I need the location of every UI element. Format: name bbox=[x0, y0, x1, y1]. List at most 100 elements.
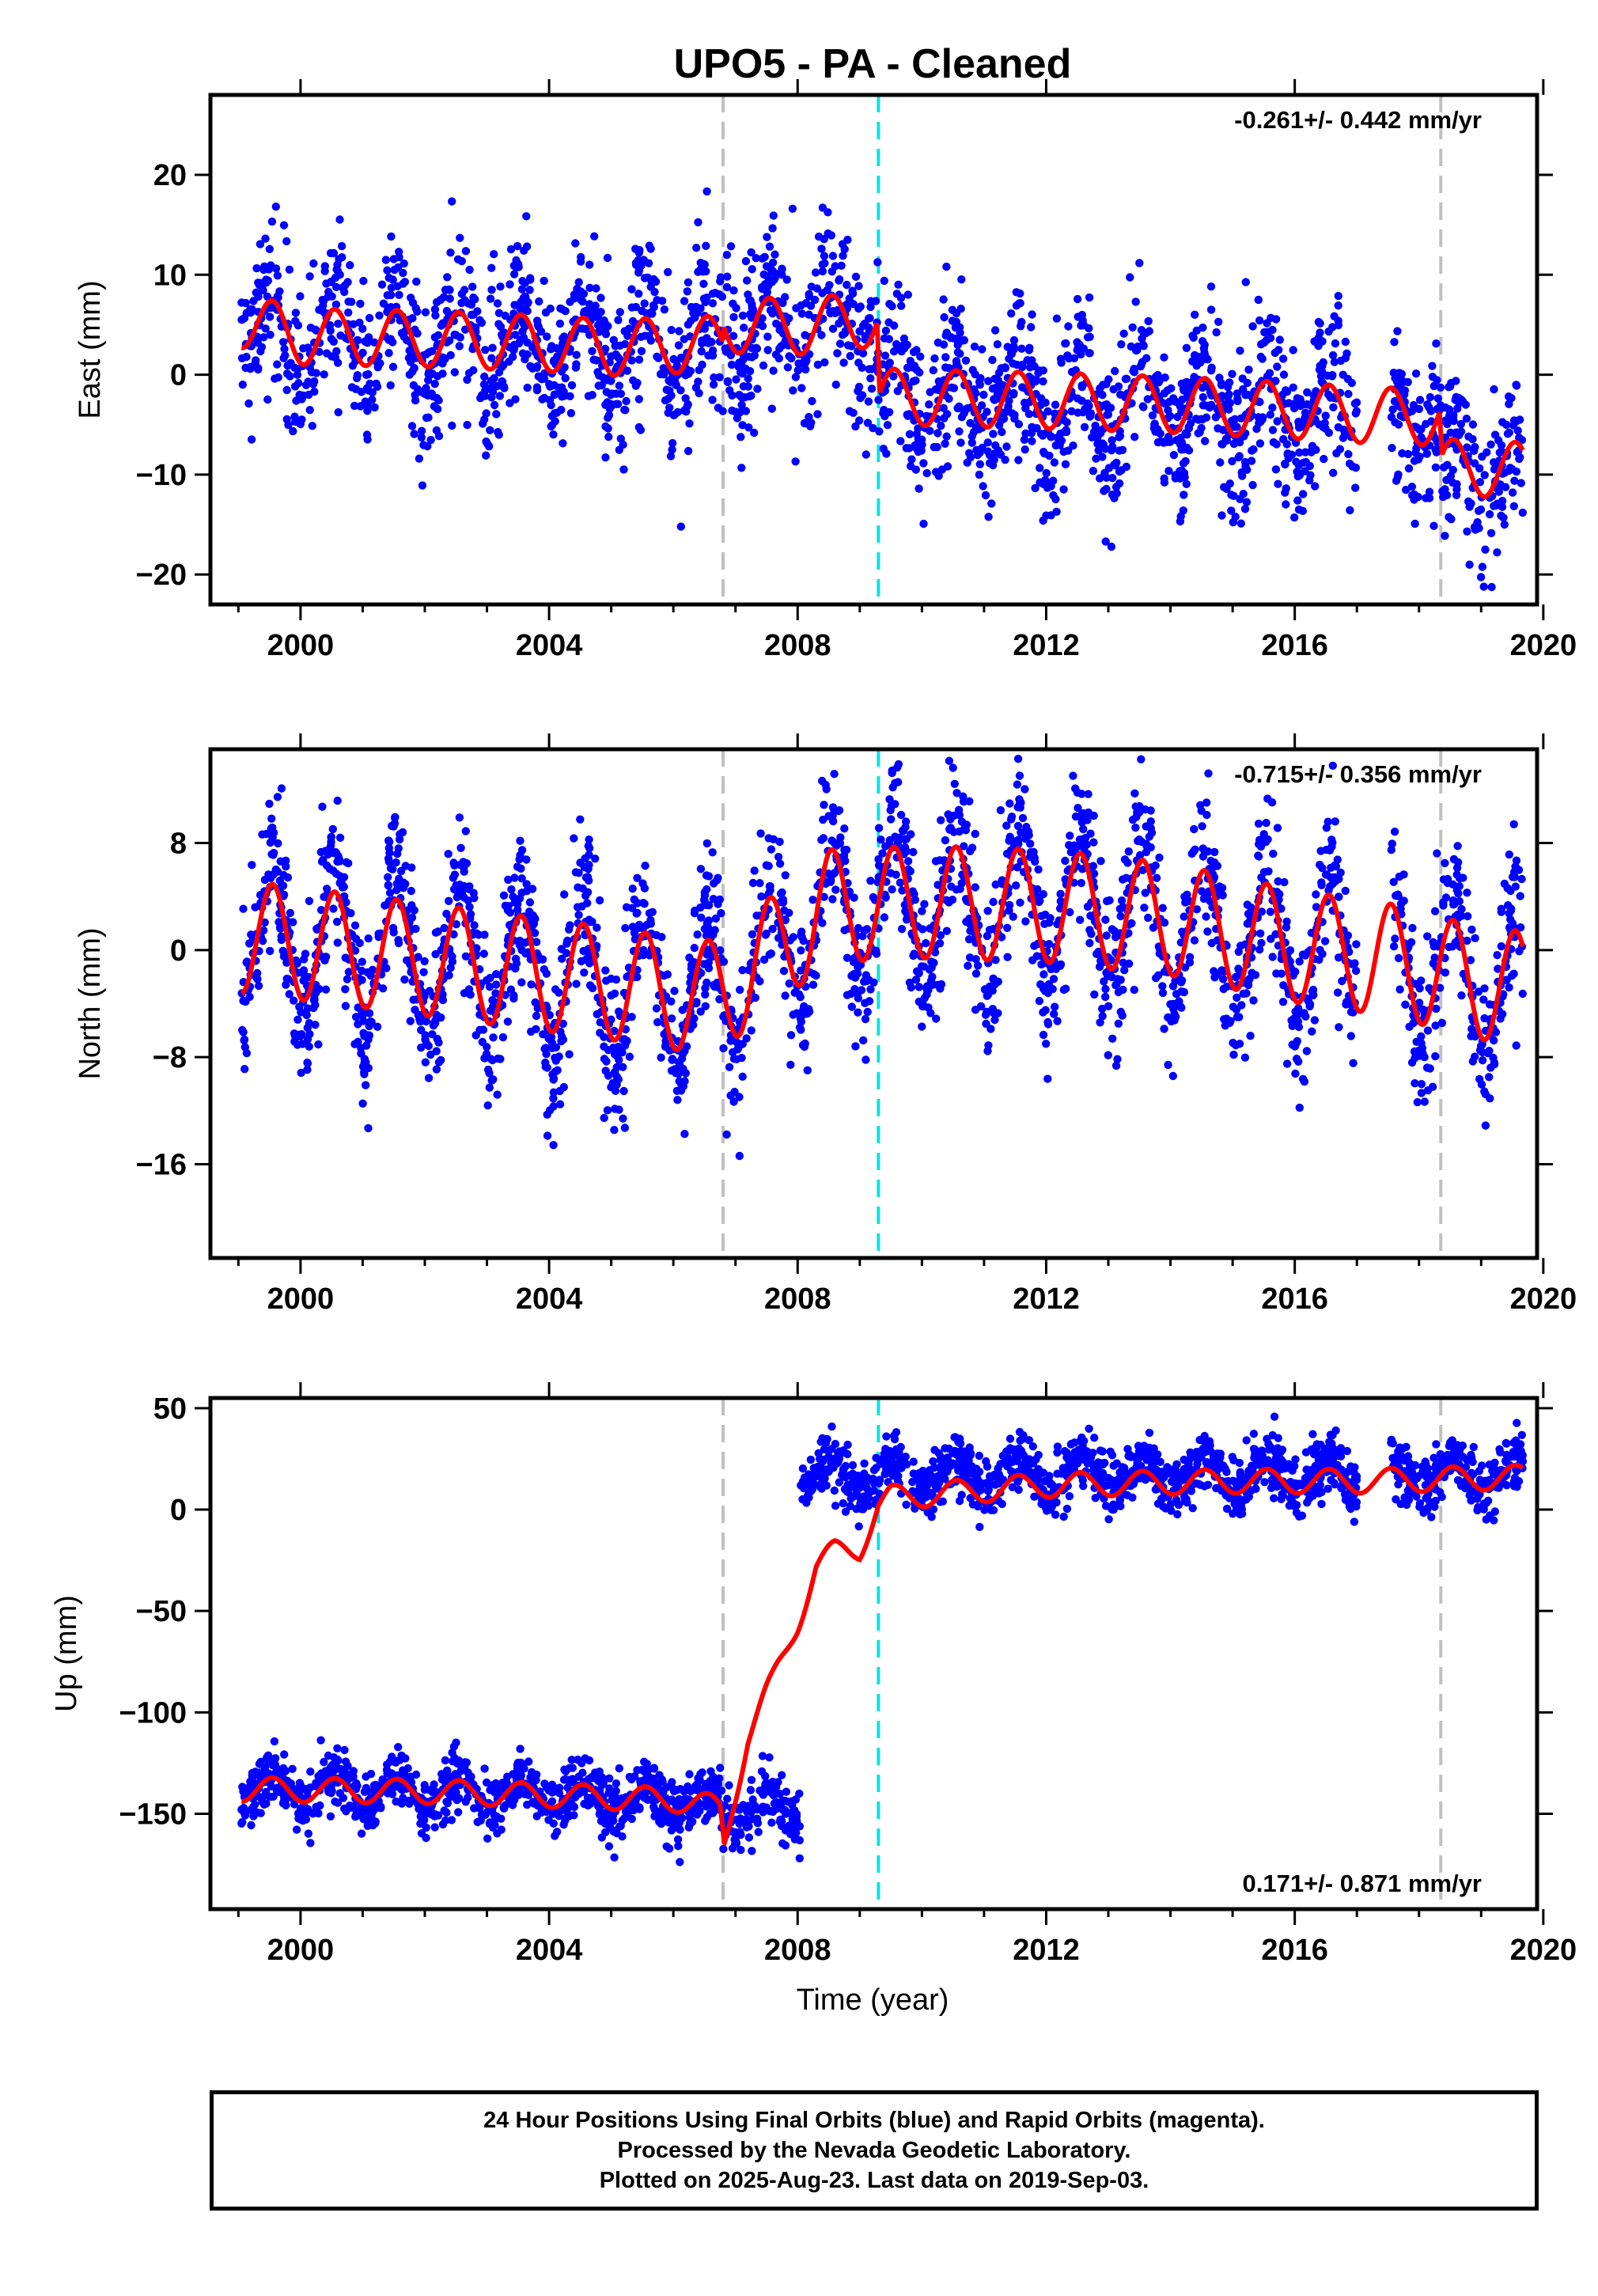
data-point bbox=[615, 381, 624, 390]
y-tick-label: −20 bbox=[136, 559, 187, 592]
data-point bbox=[1032, 424, 1041, 433]
data-point bbox=[1217, 966, 1226, 975]
data-point bbox=[946, 824, 955, 832]
data-point bbox=[1481, 545, 1490, 554]
chart-title: UPO5 - PA - Cleaned bbox=[674, 41, 1072, 87]
data-point bbox=[362, 1041, 371, 1050]
data-point bbox=[830, 770, 839, 779]
data-point bbox=[1330, 312, 1339, 320]
data-point bbox=[461, 247, 471, 256]
data-point bbox=[1079, 344, 1089, 353]
data-point bbox=[955, 402, 964, 411]
data-point bbox=[897, 925, 907, 934]
data-point bbox=[866, 374, 875, 383]
data-point bbox=[744, 290, 752, 299]
data-point bbox=[1282, 917, 1291, 926]
data-point bbox=[746, 309, 755, 319]
data-point bbox=[742, 1034, 751, 1043]
data-point bbox=[572, 979, 581, 988]
data-point bbox=[933, 442, 941, 452]
data-point bbox=[863, 1007, 872, 1017]
rate-label: -0.261+/- 0.442 mm/yr bbox=[1234, 106, 1482, 134]
data-point bbox=[364, 934, 373, 943]
data-point bbox=[702, 294, 711, 302]
data-point bbox=[1387, 846, 1396, 854]
data-point bbox=[984, 377, 993, 385]
data-point bbox=[886, 805, 895, 815]
data-point bbox=[853, 969, 862, 978]
data-point bbox=[1164, 467, 1173, 475]
data-point bbox=[431, 928, 441, 938]
data-point bbox=[789, 1010, 797, 1019]
data-point bbox=[1098, 391, 1107, 400]
data-point bbox=[549, 430, 558, 439]
data-point bbox=[979, 482, 987, 491]
data-point bbox=[1015, 771, 1024, 780]
data-point bbox=[347, 383, 357, 392]
data-point bbox=[1115, 479, 1124, 488]
data-point bbox=[971, 969, 981, 978]
data-point bbox=[387, 232, 396, 241]
x-tick-label: 2012 bbox=[1013, 629, 1080, 662]
data-point bbox=[1483, 448, 1491, 457]
data-point bbox=[258, 937, 267, 945]
data-point bbox=[487, 393, 496, 402]
data-point bbox=[1242, 989, 1251, 998]
data-point bbox=[1475, 464, 1484, 473]
data-point bbox=[1001, 364, 1010, 373]
data-point bbox=[1447, 515, 1456, 524]
data-point bbox=[1233, 389, 1242, 398]
data-point bbox=[1310, 337, 1319, 346]
data-point bbox=[384, 349, 393, 358]
data-point bbox=[559, 439, 567, 448]
data-point bbox=[657, 1053, 665, 1062]
data-point bbox=[1035, 897, 1043, 907]
data-point bbox=[1497, 511, 1505, 520]
data-point bbox=[774, 852, 783, 862]
data-point bbox=[1308, 985, 1318, 995]
data-point bbox=[903, 411, 911, 419]
data-point bbox=[494, 427, 502, 437]
data-point bbox=[423, 441, 432, 451]
data-point bbox=[911, 976, 921, 984]
data-point bbox=[1059, 415, 1068, 425]
data-point bbox=[274, 839, 282, 848]
data-point bbox=[755, 977, 764, 986]
data-point bbox=[609, 1044, 618, 1052]
data-point bbox=[801, 354, 809, 363]
data-point bbox=[885, 300, 894, 309]
data-point bbox=[430, 380, 439, 388]
data-point bbox=[293, 365, 302, 373]
data-point bbox=[1431, 463, 1441, 472]
data-point bbox=[557, 405, 566, 415]
data-point bbox=[455, 342, 464, 350]
data-point bbox=[1479, 995, 1488, 1004]
data-point bbox=[1336, 868, 1345, 877]
data-point bbox=[646, 282, 655, 291]
data-point bbox=[1013, 754, 1023, 763]
data-point bbox=[1486, 529, 1496, 537]
data-point bbox=[335, 255, 343, 263]
data-point bbox=[634, 355, 644, 364]
data-point bbox=[1002, 821, 1011, 830]
data-point bbox=[570, 834, 578, 843]
data-point bbox=[1500, 520, 1509, 529]
data-point bbox=[312, 369, 320, 377]
data-point bbox=[701, 983, 710, 993]
data-point bbox=[532, 386, 542, 395]
data-point bbox=[1401, 1000, 1410, 1010]
data-point bbox=[668, 438, 677, 448]
data-point bbox=[1009, 335, 1019, 345]
data-point bbox=[899, 827, 908, 835]
data-point bbox=[808, 980, 818, 989]
data-point bbox=[494, 320, 503, 328]
data-point bbox=[1237, 1001, 1246, 1010]
data-point bbox=[456, 843, 465, 853]
data-point bbox=[831, 381, 841, 389]
data-point bbox=[1433, 849, 1441, 858]
data-point bbox=[637, 332, 646, 341]
data-point bbox=[293, 370, 302, 379]
data-point bbox=[1431, 445, 1440, 454]
data-point bbox=[801, 365, 810, 374]
data-point bbox=[1014, 420, 1024, 429]
